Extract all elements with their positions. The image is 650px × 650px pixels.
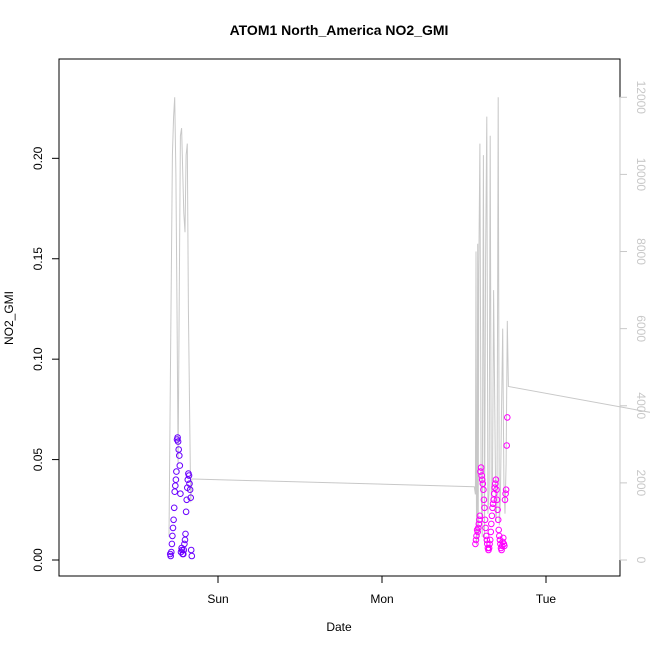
data-point: [182, 508, 190, 516]
data-point: [486, 536, 494, 544]
y-axis-right: 0 2000 4000 6000 8000 10000 12000: [619, 81, 648, 564]
data-point: [169, 532, 176, 540]
y-tick-label: 0.05: [31, 448, 45, 472]
y-tick-label: 0.10: [31, 347, 45, 371]
data-point: [170, 504, 178, 512]
y2-tick-label: 4000: [634, 392, 648, 419]
data-point: [180, 550, 187, 558]
data-point: [475, 520, 483, 528]
x-axis-label: Date: [326, 620, 352, 634]
data-point: [176, 462, 184, 469]
data-point: [488, 512, 496, 520]
data-point: [491, 484, 499, 492]
data-point: [472, 540, 479, 548]
data-point: [472, 536, 480, 544]
data-point: [492, 480, 499, 488]
data-point: [494, 516, 502, 524]
data-point: [476, 512, 484, 520]
data-point: [188, 552, 196, 560]
data-point: [175, 446, 182, 453]
points-layer: [166, 414, 511, 560]
data-point: [502, 490, 509, 498]
data-point: [168, 540, 176, 548]
data-point: [176, 452, 183, 459]
data-point: [486, 540, 493, 548]
chart-title: ATOM1 North_America NO2_GMI: [230, 22, 449, 38]
data-point: [493, 496, 501, 504]
y-tick-label: 0.20: [31, 146, 45, 170]
y2-tick-label: 10000: [634, 158, 648, 192]
y-axis-left: 0.00 0.05 0.10 0.15 0.20: [31, 146, 60, 572]
data-point: [477, 464, 485, 471]
data-point: [168, 548, 175, 556]
y2-tick-label: 6000: [634, 315, 648, 342]
y2-tick-label: 12000: [634, 81, 648, 115]
data-point: [502, 486, 510, 494]
data-point: [170, 516, 177, 524]
data-point: [185, 472, 193, 479]
y-axis-label: NO2_GMI: [2, 291, 16, 345]
data-point: [485, 544, 493, 552]
y2-tick-label: 2000: [634, 470, 648, 497]
x-tick-label: Tue: [536, 592, 557, 606]
data-point: [182, 530, 189, 538]
data-point: [478, 472, 486, 479]
data-point: [184, 476, 192, 484]
data-point: [478, 476, 486, 484]
data-point: [172, 482, 179, 490]
data-point: [180, 546, 188, 554]
data-point: [177, 490, 184, 498]
data-point: [167, 552, 174, 560]
y2-tick-label: 0: [634, 557, 648, 564]
data-point: [172, 476, 180, 484]
data-point: [482, 524, 489, 532]
data-point: [496, 532, 503, 540]
data-point: [474, 524, 482, 532]
plot-frame: [58, 58, 621, 577]
data-point: [481, 516, 489, 524]
data-point: [174, 434, 181, 441]
data-point: [187, 546, 195, 554]
data-point: [171, 488, 178, 496]
y-tick-label: 0.00: [31, 548, 45, 572]
data-point: [481, 504, 488, 512]
data-point: [489, 500, 497, 508]
data-point: [501, 496, 509, 504]
data-point: [480, 496, 488, 504]
data-point: [494, 506, 501, 514]
data-point: [186, 486, 194, 494]
data-point: [490, 496, 497, 504]
data-point: [174, 438, 182, 445]
data-point: [498, 542, 506, 550]
data-point: [488, 520, 495, 528]
data-point: [501, 542, 508, 550]
data-point: [173, 468, 180, 475]
altitude-line-layer: [168, 97, 650, 545]
y-tick-label: 0.15: [31, 247, 45, 271]
data-point: [477, 468, 484, 475]
data-point: [169, 524, 177, 532]
data-point: [181, 536, 189, 544]
x-axis: Sun Mon Tue: [207, 575, 557, 606]
data-point: [487, 528, 495, 536]
data-point: [474, 528, 482, 536]
data-point: [480, 486, 487, 494]
data-point: [181, 540, 188, 548]
data-point: [495, 526, 503, 534]
data-point: [504, 414, 511, 421]
data-point: [492, 476, 500, 484]
data-point: [482, 532, 490, 540]
altitude-line: [168, 97, 650, 545]
y2-tick-label: 8000: [634, 238, 648, 265]
data-point: [493, 486, 500, 494]
x-tick-label: Sun: [207, 592, 228, 606]
data-point: [187, 494, 194, 502]
x-tick-label: Mon: [370, 592, 393, 606]
data-point: [503, 442, 511, 449]
